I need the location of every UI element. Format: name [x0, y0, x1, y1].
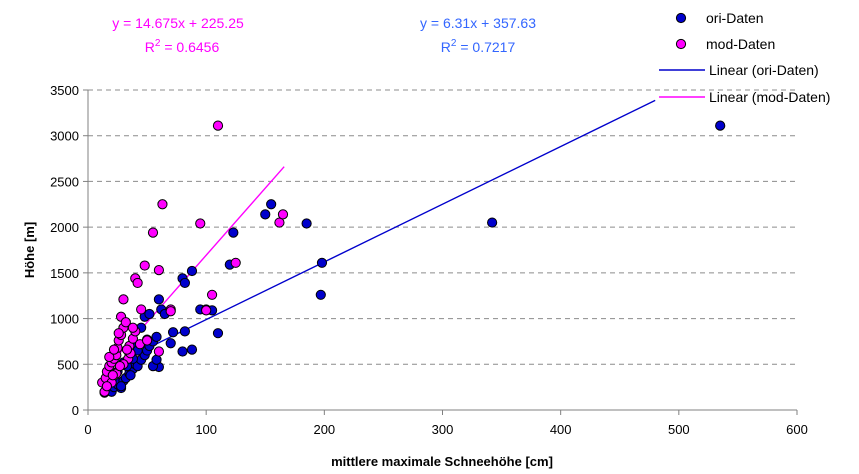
y-tick-label: 1000 — [50, 312, 79, 327]
equation-annotation-mod: y = 14.675x + 225.25 R2 = 0.6456 — [112, 15, 244, 55]
data-point — [266, 199, 277, 210]
r-squared-mod-sup: 2 — [155, 38, 161, 49]
data-point — [139, 260, 150, 271]
data-point — [179, 326, 190, 337]
legend-label: Linear (ori-Daten) — [709, 62, 819, 78]
y-tick-label: 3500 — [50, 83, 79, 98]
legend-label: ori-Daten — [706, 10, 764, 26]
data-point — [165, 306, 176, 317]
data-point — [114, 361, 126, 372]
x-tick-label: 0 — [84, 422, 91, 437]
x-tick-label: 300 — [432, 422, 454, 437]
equation-annotation-ori: y = 6.31x + 357.63 R2 = 0.7217 — [420, 15, 536, 55]
x-tick-label: 100 — [195, 422, 217, 437]
legend-label: mod-Daten — [706, 36, 775, 52]
data-point — [277, 209, 289, 220]
data-point — [141, 335, 153, 346]
data-point — [316, 257, 328, 268]
r-squared-mod-symbol: R — [145, 39, 155, 55]
y-axis-title: Höhe [m] — [22, 222, 37, 278]
r-squared-ori-value: = 0.7217 — [456, 39, 515, 55]
data-point — [206, 289, 218, 300]
legend-label: Linear (mod-Daten) — [709, 89, 830, 105]
data-point — [186, 344, 198, 355]
x-tick-label: 500 — [668, 422, 690, 437]
x-axis-title: mittlere maximale Schneehöhe [cm] — [331, 454, 553, 469]
x-tick-label: 200 — [313, 422, 335, 437]
data-point — [136, 304, 147, 315]
r-squared-ori-symbol: R — [441, 39, 451, 55]
data-point — [715, 120, 726, 131]
y-tick-label: 1500 — [50, 266, 79, 281]
data-points — [97, 120, 726, 398]
data-point — [127, 322, 139, 333]
r-squared-ori-text: R2 = 0.7217 — [441, 38, 516, 55]
data-point — [260, 209, 271, 220]
data-point — [108, 344, 120, 355]
y-tick-label: 2500 — [50, 174, 79, 189]
data-point — [153, 265, 164, 276]
data-point — [118, 294, 129, 305]
tick-labels: 0 500 1000 1500 2000 2500 3000 3500 0 100 200 300 40… — [50, 83, 808, 437]
axes — [83, 89, 798, 415]
legend: ori-Daten mod-Daten Linear (ori-Daten) Line… — [659, 10, 830, 105]
y-tick-label: 0 — [72, 403, 79, 418]
grid-lines — [88, 89, 797, 365]
data-point — [115, 381, 127, 392]
data-point — [177, 346, 188, 357]
data-point — [132, 277, 143, 289]
data-point — [125, 370, 136, 381]
data-point — [165, 338, 176, 349]
data-point — [487, 217, 498, 228]
x-tick-label: 400 — [550, 422, 572, 437]
data-point — [107, 370, 118, 381]
data-point — [153, 346, 164, 357]
data-point — [179, 277, 190, 289]
data-point — [113, 328, 124, 339]
data-point — [201, 305, 212, 316]
data-point — [301, 218, 312, 229]
data-point — [212, 328, 224, 339]
data-point — [230, 257, 241, 268]
x-tick-label: 600 — [786, 422, 808, 437]
data-point — [144, 308, 155, 320]
trendline — [103, 99, 656, 371]
equation-ori-text: y = 6.31x + 357.63 — [420, 15, 536, 31]
r-squared-mod-text: R2 = 0.6456 — [145, 38, 220, 55]
data-point — [228, 227, 239, 238]
data-point — [195, 218, 206, 229]
y-tick-label: 500 — [57, 357, 79, 372]
data-point — [186, 265, 198, 277]
data-point — [147, 227, 159, 238]
equation-mod-text: y = 14.675x + 225.25 — [112, 15, 244, 31]
data-point — [120, 317, 131, 328]
data-point — [167, 327, 179, 338]
legend-marker — [675, 12, 687, 24]
data-point — [121, 344, 133, 355]
data-point — [157, 199, 168, 210]
r-squared-ori-sup: 2 — [451, 38, 457, 49]
data-point — [315, 289, 326, 300]
r-squared-mod-value: = 0.6456 — [160, 39, 219, 55]
data-point — [153, 294, 164, 305]
legend-marker — [675, 38, 687, 50]
data-point — [151, 331, 162, 342]
data-point — [212, 120, 224, 131]
data-point — [104, 351, 115, 363]
y-tick-label: 3000 — [50, 129, 79, 144]
y-tick-label: 2000 — [50, 220, 79, 235]
data-point — [101, 381, 113, 392]
